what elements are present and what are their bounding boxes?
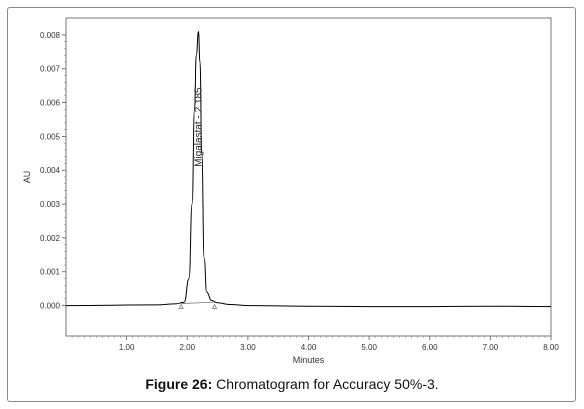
peak-label: Migalastat - 2.185 <box>193 87 204 167</box>
integration-baseline <box>181 301 215 304</box>
x-tick-label: 2.00 <box>179 343 195 352</box>
y-tick-label: 0.000 <box>40 302 61 311</box>
figure-caption: Figure 26: Chromatogram for Accuracy 50%… <box>0 376 584 392</box>
y-tick-label: 0.005 <box>40 132 61 141</box>
y-tick-label: 0.006 <box>40 99 61 108</box>
y-tick-label: 0.007 <box>40 65 61 74</box>
x-tick-label: 1.00 <box>119 343 135 352</box>
caption-text: Chromatogram for Accuracy 50%-3. <box>216 376 439 392</box>
x-tick-label: 8.00 <box>543 343 559 352</box>
x-tick-label: 7.00 <box>483 343 499 352</box>
figure-number: Figure 26: <box>145 376 213 392</box>
x-tick-label: 4.00 <box>301 343 317 352</box>
y-tick-label: 0.001 <box>40 268 61 277</box>
x-axis-label: Minutes <box>293 355 325 365</box>
tick-labels: 0.000 0.001 0.002 0.003 0.004 0.005 0.006 0.007… <box>40 31 559 352</box>
integration-marker <box>212 303 218 309</box>
y-tick-label: 0.008 <box>40 31 61 40</box>
axes <box>65 17 552 337</box>
y-tick-label: 0.004 <box>40 166 61 175</box>
integration-marker <box>178 303 184 309</box>
chromatogram-trace <box>65 30 552 308</box>
x-tick-label: 6.00 <box>422 343 438 352</box>
y-tick-label: 0.002 <box>40 234 61 243</box>
y-axis-label: AU <box>22 171 32 184</box>
y-tick-label: 0.003 <box>40 200 61 209</box>
x-tick-label: 5.00 <box>361 343 377 352</box>
tick-marks <box>62 34 552 340</box>
plot-area <box>65 17 552 337</box>
x-tick-label: 3.00 <box>240 343 256 352</box>
integration-markers <box>178 303 218 309</box>
